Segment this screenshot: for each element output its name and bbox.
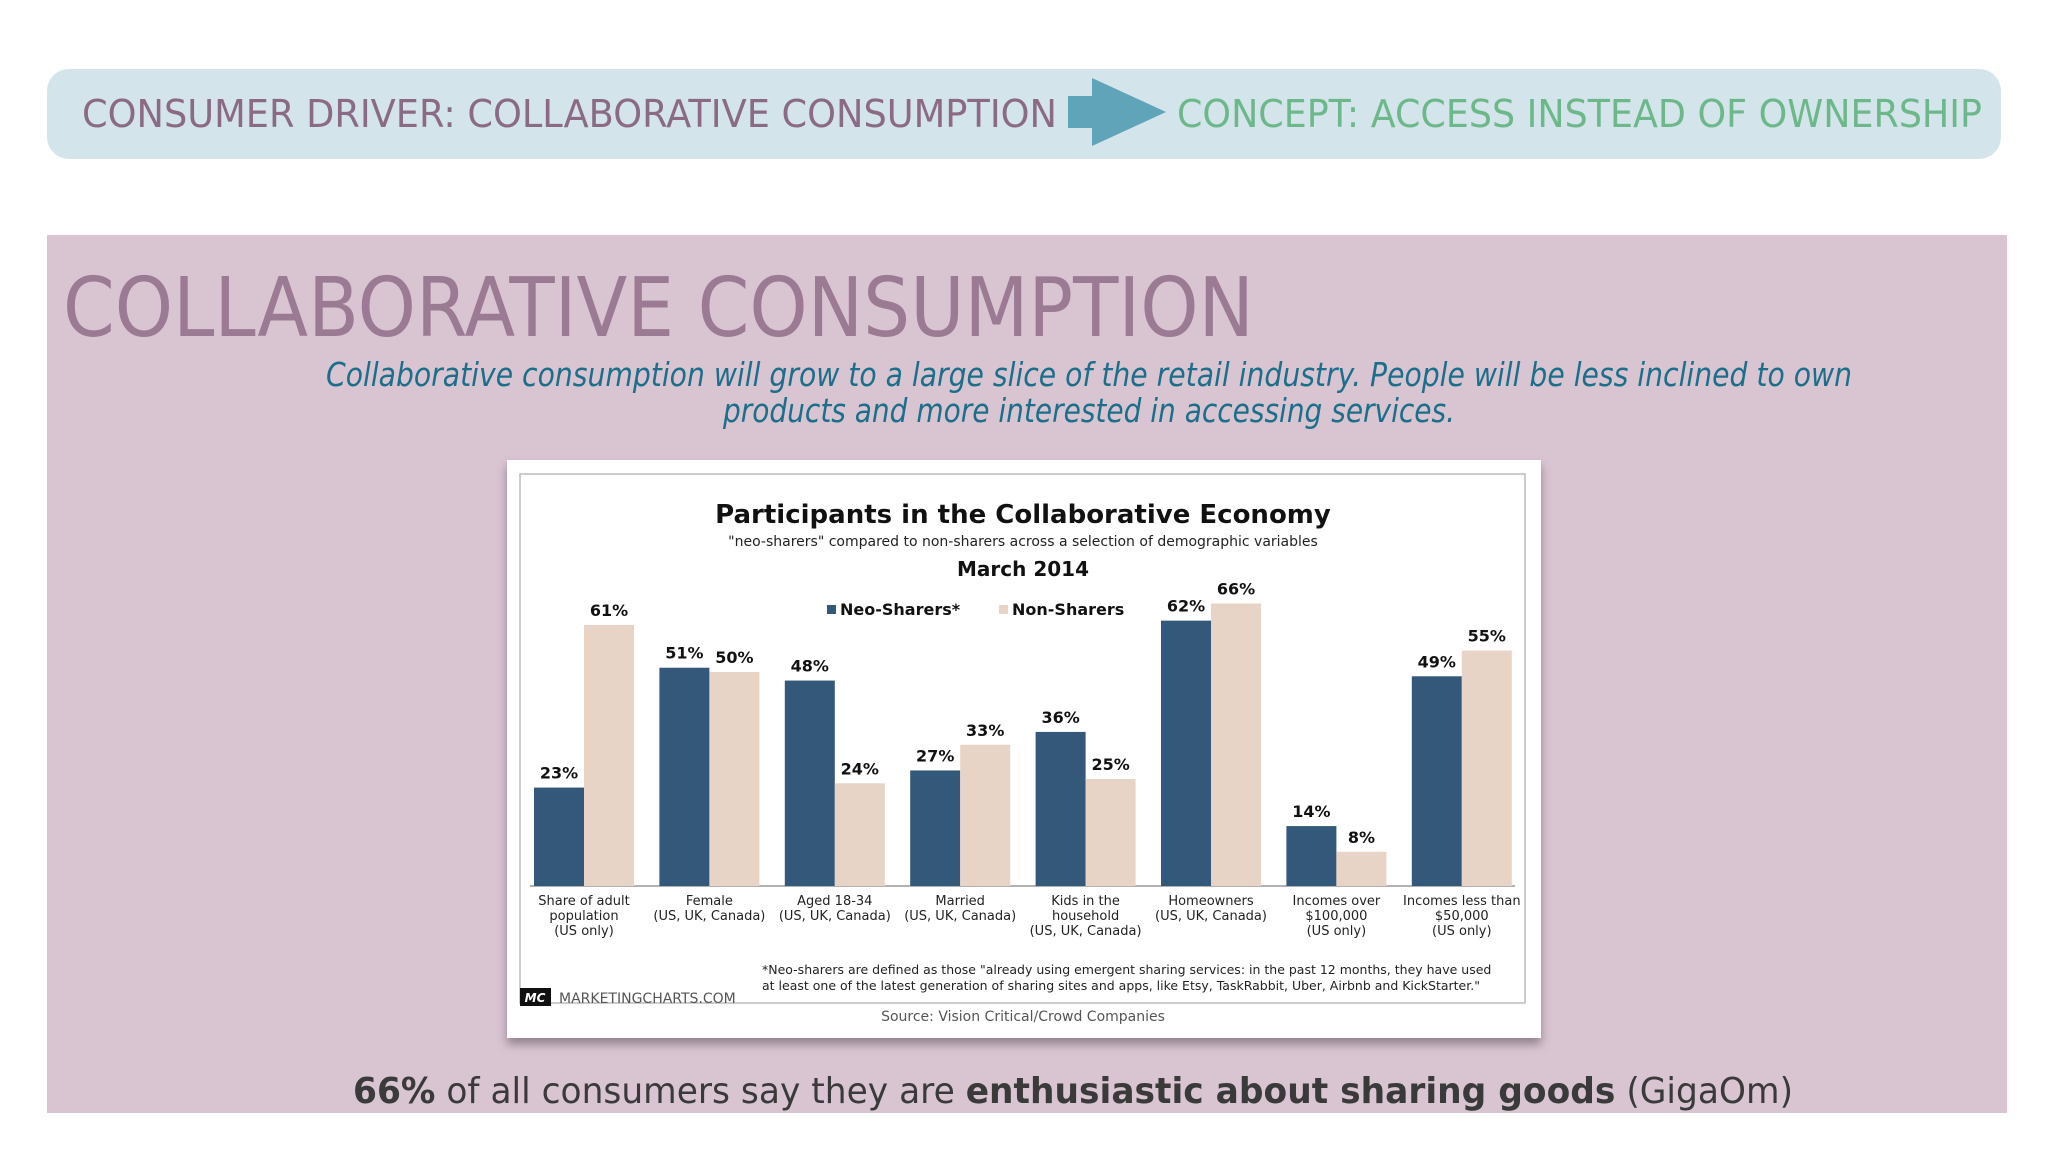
- banner: [47, 69, 2001, 159]
- subtitle-line: Collaborative consumption will grow to a…: [326, 355, 1852, 394]
- bar: [659, 667, 710, 886]
- value-label: 25%: [1091, 755, 1129, 774]
- value-label: 27%: [916, 746, 954, 765]
- bar: [910, 770, 961, 886]
- legend-swatch: [827, 605, 836, 614]
- x-tick-label: Married (US, UK, Canada): [904, 894, 1017, 924]
- bar: [1085, 779, 1136, 886]
- bar: [1411, 676, 1462, 886]
- footer-part: of all consumers say they are: [435, 1071, 965, 1112]
- value-label: 24%: [841, 759, 879, 778]
- footer-part: enthusiastic about sharing goods: [966, 1071, 1616, 1112]
- bar: [784, 680, 835, 886]
- value-label: 33%: [966, 721, 1004, 740]
- slide-title: COLLABORATIVE CONSUMPTION: [63, 261, 1254, 356]
- legend-label: Non-Sharers: [1012, 600, 1124, 619]
- subtitle-line: products and more interested in accessin…: [722, 391, 1455, 430]
- bar: [1161, 620, 1211, 886]
- value-label: 49%: [1418, 652, 1456, 671]
- x-label-box: Aged 18-34 (US, UK, Canada): [778, 894, 891, 924]
- footer: 66% of all consumers say they are enthus…: [353, 1071, 1793, 1112]
- concept-text: CONCEPT: ACCESS INSTEAD OF OWNERSHIP: [1177, 92, 1982, 136]
- x-label-box: Incomes over $100,000 (US only): [1292, 894, 1381, 939]
- value-label: 66%: [1217, 580, 1255, 599]
- source: Source: Vision Critical/Crowd Companies: [881, 1009, 1165, 1025]
- chart-date: March 2014: [957, 557, 1089, 581]
- bar: [1461, 650, 1512, 886]
- x-tick-label: Aged 18-34 (US, UK, Canada): [778, 894, 891, 924]
- bar: [960, 744, 1011, 886]
- x-tick-label: Share of adult population (US only): [538, 894, 630, 939]
- chart-frame: [519, 473, 1526, 1004]
- value-label: 50%: [715, 648, 753, 667]
- chart-title: Participants in the Collaborative Econom…: [715, 500, 1331, 530]
- value-label: 36%: [1041, 708, 1079, 727]
- driver-text: CONSUMER DRIVER: COLLABORATIVE CONSUMPTI…: [82, 92, 1057, 136]
- footer-part: (GigaOm): [1615, 1071, 1793, 1112]
- bar: [534, 787, 584, 886]
- value-label: 8%: [1348, 828, 1375, 847]
- x-tick-label: Homeowners (US, UK, Canada): [1155, 894, 1267, 924]
- value-label: 51%: [665, 644, 703, 663]
- x-tick-label: Incomes less than $50,000 (US only): [1403, 894, 1521, 939]
- footer-part: 66%: [353, 1071, 435, 1112]
- value-label: 61%: [590, 601, 628, 620]
- bar: [1035, 731, 1086, 886]
- legend-swatch: [999, 605, 1008, 614]
- value-label: 48%: [791, 657, 829, 676]
- bar: [584, 624, 634, 886]
- bar: [1286, 826, 1337, 886]
- x-label-box: Share of adult population (US only): [538, 894, 630, 939]
- value-label: 14%: [1292, 802, 1330, 821]
- x-label-box: Kids in the household (US, UK, Canada): [1029, 894, 1142, 939]
- value-label: 23%: [540, 764, 578, 783]
- bar: [1336, 851, 1387, 886]
- footnote-box: *Neo-sharers are defined as those "alrea…: [762, 962, 1492, 993]
- arrow: [1068, 78, 1166, 146]
- x-label-box: Incomes less than $50,000 (US only): [1403, 894, 1521, 939]
- x-tick-label: Female (US, UK, Canada): [653, 894, 766, 924]
- value-label: 62%: [1167, 597, 1205, 616]
- x-tick-label: Incomes over $100,000 (US only): [1292, 894, 1381, 939]
- x-label-box: Homeowners (US, UK, Canada): [1155, 894, 1267, 924]
- legend-label: Neo-Sharers*: [840, 600, 961, 619]
- logo-box: [520, 988, 551, 1006]
- bar: [709, 672, 760, 886]
- x-label-box: Female (US, UK, Canada): [653, 894, 766, 924]
- chart-subtitle: "neo-sharers" compared to non-sharers ac…: [728, 534, 1318, 550]
- bar: [1211, 603, 1261, 886]
- bar: [834, 783, 885, 886]
- brand: MARKETINGCHARTS.COM: [559, 991, 736, 1007]
- x-label-box: Married (US, UK, Canada): [904, 894, 1017, 924]
- footnote: *Neo-sharers are defined as those "alrea…: [762, 962, 1492, 993]
- x-tick-label: Kids in the household (US, UK, Canada): [1029, 894, 1142, 939]
- logo: MC: [525, 991, 546, 1005]
- value-label: 55%: [1468, 627, 1506, 646]
